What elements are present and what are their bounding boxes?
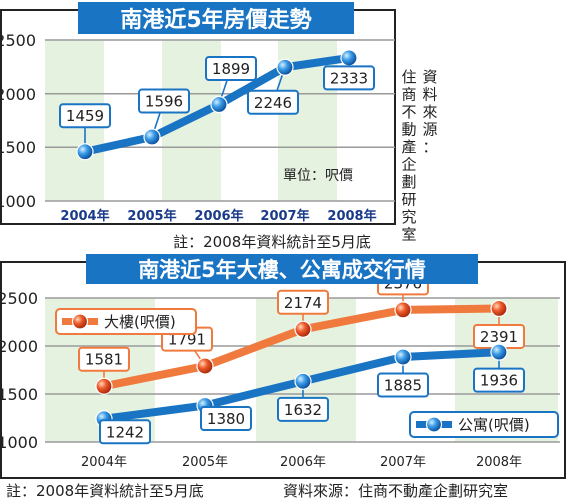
source-char: 劃: [401, 173, 416, 191]
data-label: 1581: [85, 351, 123, 369]
data-point: [76, 143, 94, 161]
source-char: 不: [401, 103, 416, 121]
chart-1-note: 註：2008年資料統計至5月底: [173, 233, 371, 251]
legend-apartment-label: 公寓(呎價): [458, 416, 530, 434]
legend-tower-label: 大樓(呎價): [104, 313, 176, 331]
chart-1-xtick: 2004年: [60, 208, 109, 224]
source-char: 料: [422, 86, 437, 104]
chart-2-ytick: 1000: [0, 433, 38, 452]
chart-1-xtick: 2006年: [194, 208, 243, 224]
data-point: [394, 348, 412, 366]
data-label: 1936: [480, 372, 518, 390]
data-label-box: [138, 88, 190, 114]
data-label-box: [78, 346, 130, 372]
data-label: 1899: [212, 60, 250, 78]
data-label-box: [247, 89, 299, 115]
data-label: 1459: [66, 107, 104, 125]
data-label-box: [200, 406, 252, 432]
legend-apartment-box: [409, 411, 559, 438]
data-label: 2391: [480, 328, 518, 346]
data-label: 1242: [106, 423, 144, 441]
data-point: [490, 343, 508, 361]
chart-1-unit: 單位：呎價: [283, 167, 353, 184]
chart-2-footer-source: 資料來源：住商不動產企劃研究室: [283, 482, 508, 500]
chart-2-title: 南港近5年大樓、公寓成交行情: [138, 258, 426, 282]
data-label-box: [59, 103, 111, 129]
source-char: 源: [422, 121, 437, 139]
legend-apartment-marker: [425, 416, 443, 433]
source-char: 室: [401, 226, 416, 244]
source-char: 究: [401, 208, 416, 226]
chart-2-ytick: 2500: [0, 289, 38, 308]
chart-1-ytick: 2000: [0, 85, 36, 104]
chart-1-title-box: [78, 2, 354, 34]
data-label-box: [205, 56, 257, 82]
chart-2-ytick: 2000: [0, 337, 38, 356]
data-label-box: [323, 65, 375, 91]
source-char: 企: [401, 156, 416, 174]
source-char: ：: [422, 138, 437, 156]
source-char: 商: [401, 86, 416, 104]
data-label: 1632: [284, 401, 322, 419]
data-point: [196, 357, 214, 375]
data-label: 2174: [284, 294, 322, 312]
chart-1: 2500 2000 1500 1000 2004年 2005年 2006年 20…: [0, 2, 438, 251]
chart-1-xtick: 2007年: [260, 208, 309, 224]
data-point: [95, 377, 113, 395]
source-char: 資: [422, 68, 437, 86]
data-label: 2246: [254, 94, 292, 112]
chart-2-xtick: 2007年: [380, 455, 426, 470]
data-label-box: [99, 419, 151, 445]
source-char: 動: [401, 121, 416, 139]
chart-2-marks: 1581179121742376239112421380163218851936: [78, 270, 525, 445]
chart-2: 2500 2000 1500 1000 2004年 2005年 2006年 20…: [0, 254, 566, 500]
data-point: [294, 320, 312, 338]
chart-2-ytick: 1500: [0, 385, 38, 404]
source-char: 研: [401, 191, 416, 209]
data-label-box: [473, 367, 525, 393]
chart-1-source: 資料來源： 住商不動產企劃研究室: [401, 68, 437, 244]
data-label: 1596: [145, 93, 183, 111]
data-label-box: [377, 372, 429, 398]
chart-1-title: 南港近5年房價走勢: [120, 7, 311, 33]
data-point: [276, 58, 294, 76]
data-point: [490, 299, 508, 318]
source-char: 住: [401, 68, 416, 86]
data-label: 1380: [207, 410, 245, 428]
data-label-box: [277, 396, 329, 422]
chart-2-xtick: 2005年: [182, 455, 228, 470]
chart-1-ytick: 1000: [0, 192, 36, 211]
data-point: [294, 372, 312, 390]
data-label: 1885: [384, 377, 422, 395]
data-label-box: [277, 289, 329, 315]
chart-2-title-box: [86, 254, 478, 284]
data-label: 1791: [168, 331, 206, 349]
chart-1-xtick: 2005年: [127, 208, 176, 224]
legend-tower-box: [55, 308, 197, 335]
data-point: [394, 301, 412, 319]
chart-2-footer-note: 註：2008年資料統計至5月底: [6, 482, 204, 500]
chart-1-ytick: 2500: [0, 31, 36, 50]
data-point: [340, 49, 358, 67]
data-label: 2333: [330, 69, 368, 87]
legend-tower-marker: [71, 313, 89, 330]
data-point: [210, 95, 228, 114]
chart-1-ytick: 1500: [0, 138, 36, 157]
source-char: 產: [401, 138, 416, 156]
chart-1-xtick: 2008年: [327, 208, 376, 224]
chart-2-xtick: 2004年: [81, 455, 127, 470]
chart-2-xtick: 2008年: [476, 455, 522, 470]
chart-2-xtick: 2006年: [280, 455, 326, 470]
source-char: 來: [422, 103, 437, 121]
data-point: [143, 128, 161, 146]
